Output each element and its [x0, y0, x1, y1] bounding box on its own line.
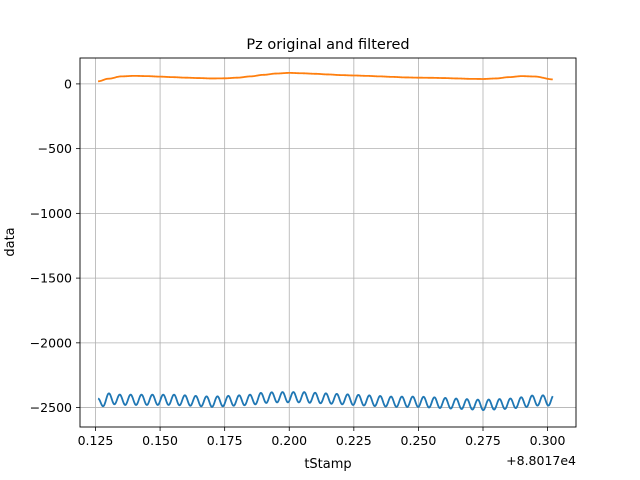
- y-tick-label: −1500: [30, 271, 72, 286]
- x-tick-label: 0.225: [336, 433, 372, 448]
- series-layer: [97, 71, 554, 412]
- y-tick-label: −2000: [30, 335, 72, 350]
- y-tick-label: 0: [64, 76, 72, 91]
- x-axis-label: tStamp: [304, 457, 351, 472]
- plot-area-background: [80, 58, 576, 427]
- x-tick-label: 0.300: [530, 433, 566, 448]
- x-tick-label: 0.275: [465, 433, 501, 448]
- y-tick-label: −500: [38, 141, 72, 156]
- y-axis-label: data: [3, 227, 18, 256]
- grid-lines: [80, 58, 576, 427]
- x-tick-label: 0.150: [142, 433, 178, 448]
- x-axis-offset-label: +8.8017e4: [506, 453, 576, 468]
- ticks: 0.125 0.150 0.175 0.200 0.225 0.250 0.275 0.300…: [30, 76, 566, 448]
- filtered-series-line: [97, 71, 554, 83]
- x-tick-label: 0.175: [207, 433, 243, 448]
- y-tick-label: −1000: [30, 206, 72, 221]
- original-series-line: [97, 391, 554, 412]
- x-tick-label: 0.125: [78, 433, 114, 448]
- x-tick-label: 0.200: [271, 433, 307, 448]
- chart-title: Pz original and filtered: [246, 37, 409, 53]
- plot-frame: [79, 57, 577, 428]
- y-tick-label: −2500: [30, 400, 72, 415]
- x-tick-label: 0.250: [401, 433, 437, 448]
